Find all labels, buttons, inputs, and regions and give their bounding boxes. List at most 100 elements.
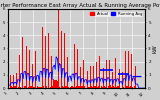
Bar [46,86,47,88]
Bar [90,66,91,88]
Bar [99,56,100,88]
Bar [42,27,43,88]
Bar [38,87,39,88]
Bar [8,86,9,88]
Bar [104,86,105,88]
Bar [114,87,115,88]
Bar [52,86,53,88]
Bar [127,86,128,88]
Bar [115,58,116,88]
Bar [131,87,132,88]
Bar [67,57,68,88]
Bar [122,72,123,88]
Bar [126,86,127,88]
Bar [55,10,56,88]
Bar [65,86,66,88]
Bar [64,33,65,88]
Bar [102,87,103,88]
Bar [78,86,79,88]
Bar [66,86,67,88]
Bar [28,87,29,88]
Bar [108,86,109,88]
Bar [111,87,112,88]
Bar [35,51,36,88]
Bar [37,86,38,88]
Bar [19,55,20,88]
Bar [71,53,72,88]
Bar [48,33,49,88]
Bar [132,87,133,88]
Bar [125,51,126,88]
Bar [103,68,104,88]
Bar [32,62,33,88]
Bar [43,86,44,88]
Bar [16,75,17,88]
Bar [110,86,111,88]
Bar [123,86,124,88]
Bar [59,87,60,88]
Bar [61,31,62,88]
Bar [50,87,51,88]
Bar [116,87,117,88]
Bar [57,81,58,88]
Bar [24,86,25,88]
Bar [13,75,14,88]
Bar [62,86,63,88]
Bar [26,46,27,88]
Bar [94,86,95,88]
Bar [91,86,92,88]
Bar [33,87,34,88]
Bar [74,44,75,88]
Bar [22,37,23,88]
Y-axis label: kW: kW [152,44,157,53]
Bar [56,80,57,88]
Bar [25,86,26,88]
Bar [87,70,88,88]
Bar [34,87,35,88]
Bar [130,86,131,88]
Bar [39,87,40,88]
Bar [95,86,96,88]
Bar [117,86,118,88]
Bar [112,72,113,88]
Bar [134,86,135,88]
Bar [106,60,107,88]
Bar [30,86,31,88]
Bar [73,87,74,88]
Bar [29,50,30,88]
Bar [113,86,114,88]
Bar [58,10,59,88]
Bar [97,87,98,88]
Title: Solar PV/Inverter Performance East Array Actual & Running Average Power Output: Solar PV/Inverter Performance East Array… [0,3,160,8]
Bar [31,86,32,88]
Bar [82,86,83,88]
Bar [68,86,69,88]
Bar [14,86,15,88]
Bar [80,67,81,88]
Bar [77,49,78,88]
Bar [41,87,42,88]
Bar [15,86,16,88]
Bar [11,87,12,88]
Bar [128,51,129,88]
Bar [81,86,82,88]
Bar [135,66,136,88]
Bar [83,60,84,88]
Bar [45,36,46,88]
Bar [53,79,54,88]
Bar [10,75,11,88]
Bar [79,86,80,88]
Bar [18,87,19,88]
Bar [12,87,13,88]
Bar [119,69,120,88]
Bar [109,60,110,88]
Bar [75,87,76,88]
Bar [105,87,106,88]
Legend: Actual, Running Avg: Actual, Running Avg [89,11,144,17]
Bar [20,87,21,88]
Bar [76,87,77,88]
Bar [118,86,119,88]
Bar [54,80,55,88]
Bar [129,87,130,88]
Bar [72,86,73,88]
